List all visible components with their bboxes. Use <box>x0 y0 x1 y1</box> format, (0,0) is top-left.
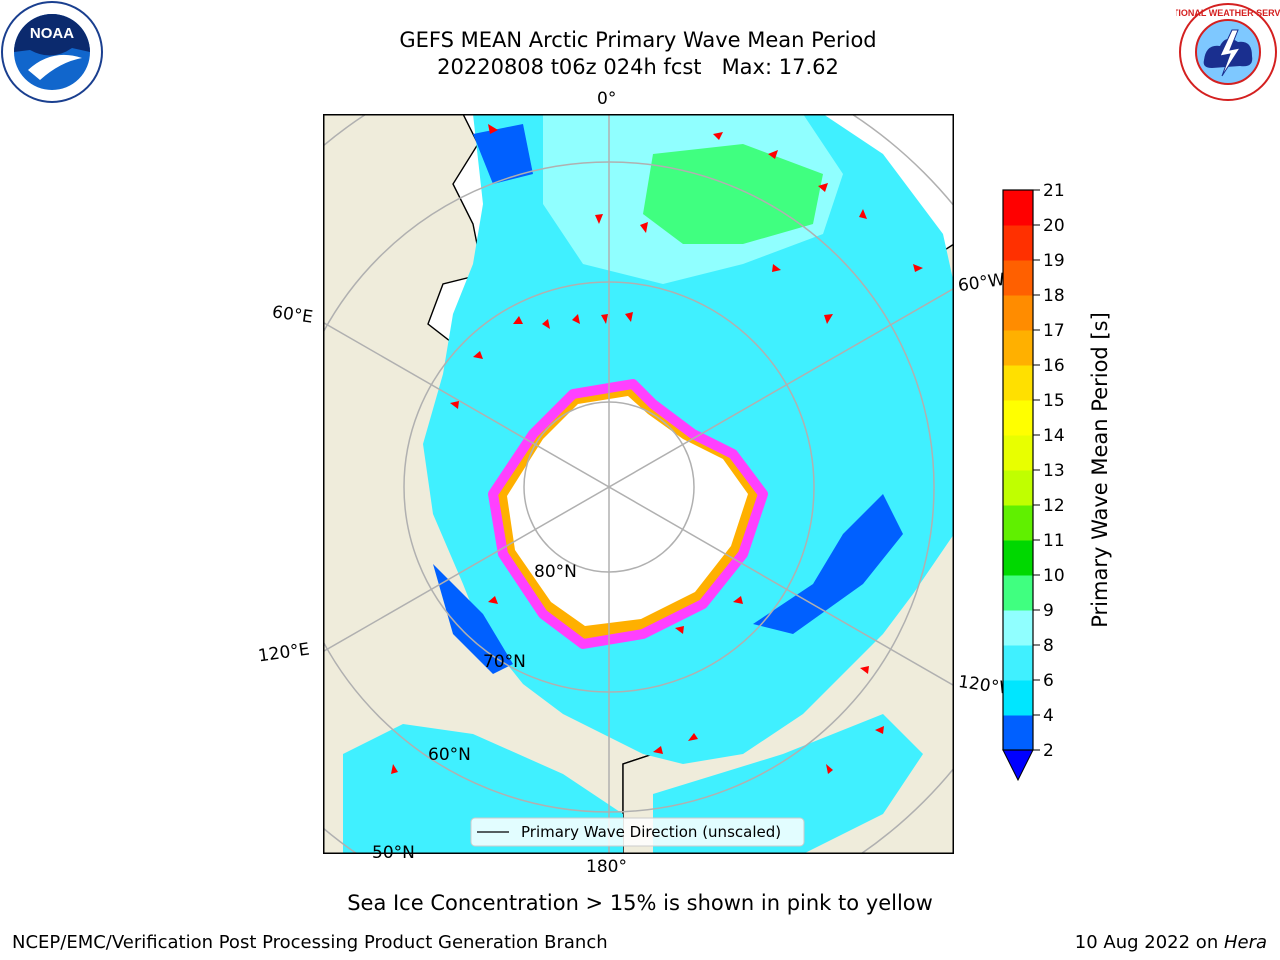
colorbar-tick-label: 12 <box>1043 496 1065 516</box>
colorbar-tick-label: 21 <box>1043 181 1065 201</box>
lon-label-60e: 60°E <box>270 302 315 328</box>
colorbar-tick-label: 9 <box>1043 601 1054 621</box>
sea-ice-note: Sea Ice Concentration > 15% is shown in … <box>347 891 933 915</box>
graticule <box>323 114 954 854</box>
colorbar-tick-label: 11 <box>1043 531 1065 551</box>
wave-arrow <box>601 314 608 324</box>
wave-arrow <box>875 726 884 734</box>
wave-arrow <box>772 264 781 272</box>
colorbar-swatches <box>1003 190 1033 751</box>
colorbar-tick-label: 2 <box>1043 741 1054 761</box>
colorbar-ticks: 2 4 6 8 9 10 11 12 13 14 15 16 17 18 19 20 21 <box>1033 181 1065 761</box>
wave-arrow <box>768 150 778 159</box>
colorbar-swatch <box>1003 575 1033 611</box>
lon-label-120e: 120°E <box>256 639 311 667</box>
colorbar-tick-label: 19 <box>1043 251 1065 271</box>
wave-arrow <box>824 314 833 324</box>
chart-subtitle-run: 20220808 t06z 024h fcst Max: 17.62 <box>437 55 839 79</box>
wave-arrow <box>733 596 743 604</box>
polar-map: Primary Wave Direction (unscaled) <box>323 114 954 854</box>
chart-title: GEFS MEAN Arctic Primary Wave Mean Perio… <box>399 28 877 52</box>
colorbar-swatch <box>1003 680 1033 716</box>
footer-host: Hera <box>1223 932 1267 953</box>
wave-arrow <box>653 746 663 754</box>
wave-arrow <box>688 733 698 741</box>
wave-arrow <box>859 209 867 219</box>
lat-label-50n: 50°N <box>372 843 415 863</box>
colorbar-swatch <box>1003 435 1033 471</box>
legend-box: Primary Wave Direction (unscaled) <box>470 817 805 847</box>
lon-label-0: 0° <box>597 89 617 109</box>
colorbar-tick-label: 17 <box>1043 321 1065 341</box>
colorbar-tick-label: 6 <box>1043 671 1054 691</box>
colorbar-swatch <box>1003 540 1033 576</box>
map-border <box>323 114 954 854</box>
noaa-logo-text: NOAA <box>30 25 74 42</box>
nws-logo-text: NATIONAL WEATHER SERVICE <box>1176 8 1280 18</box>
wave-arrow <box>625 312 633 322</box>
wave-arrow <box>572 314 580 324</box>
colorbar-tick-label: 13 <box>1043 461 1065 481</box>
colorbar-swatch <box>1003 225 1033 261</box>
wave-arrow <box>473 351 483 359</box>
lon-label-180: 180° <box>586 857 627 877</box>
colorbar-tick-label: 16 <box>1043 356 1065 376</box>
wave-arrow <box>713 132 723 140</box>
wave-arrow <box>542 319 550 329</box>
footer-date-text: 10 Aug 2022 on <box>1074 932 1224 953</box>
wave-arrow <box>450 401 459 409</box>
lat-label-70n: 70°N <box>483 652 526 672</box>
lat-label-60n: 60°N <box>428 745 471 765</box>
colorbar-label: Primary Wave Mean Period [s] <box>1088 312 1112 628</box>
nws-logo: NATIONAL WEATHER SERVICE <box>1176 2 1280 102</box>
legend-label: Primary Wave Direction (unscaled) <box>521 823 781 841</box>
colorbar-swatch <box>1003 715 1033 751</box>
lat-label-80n: 80°N <box>534 562 577 582</box>
footer-credit: NCEP/EMC/Verification Post Processing Pr… <box>12 932 608 953</box>
colorbar-swatch <box>1003 470 1033 506</box>
wave-arrow <box>818 183 828 192</box>
colorbar-swatch <box>1003 190 1033 226</box>
colorbar-tick-label: 8 <box>1043 636 1054 656</box>
wave-arrow <box>513 316 523 324</box>
wave-arrows <box>391 124 923 774</box>
wave-arrow <box>640 222 648 233</box>
colorbar: 2 4 6 8 9 10 11 12 13 14 15 16 17 18 19 20 21 Primary Wa… <box>1002 181 1112 782</box>
wave-arrow <box>860 666 869 674</box>
colorbar-swatch <box>1003 610 1033 646</box>
colorbar-swatch <box>1003 645 1033 681</box>
colorbar-tick-label: 4 <box>1043 706 1054 726</box>
wave-arrow <box>488 124 498 134</box>
colorbar-tick-label: 10 <box>1043 566 1065 586</box>
colorbar-swatch <box>1003 330 1033 366</box>
wave-arrow <box>675 626 684 634</box>
wave-arrow <box>488 596 498 604</box>
colorbar-swatch <box>1003 260 1033 296</box>
noaa-logo: NOAA <box>1 1 103 103</box>
colorbar-swatch <box>1003 400 1033 436</box>
footer-date: 10 Aug 2022 on Hera <box>1075 932 1267 954</box>
colorbar-tick-label: 20 <box>1043 216 1065 236</box>
colorbar-swatch <box>1003 365 1033 401</box>
wave-arrow <box>391 764 398 774</box>
colorbar-swatch <box>1003 295 1033 331</box>
wave-arrow <box>826 764 833 774</box>
colorbar-tick-label: 15 <box>1043 391 1065 411</box>
wave-arrow <box>595 214 603 224</box>
colorbar-tick-label: 18 <box>1043 286 1065 306</box>
colorbar-swatch <box>1003 505 1033 541</box>
colorbar-tick-label: 14 <box>1043 426 1065 446</box>
wave-arrow <box>913 264 923 272</box>
colorbar-extend-triangle <box>1002 749 1034 782</box>
